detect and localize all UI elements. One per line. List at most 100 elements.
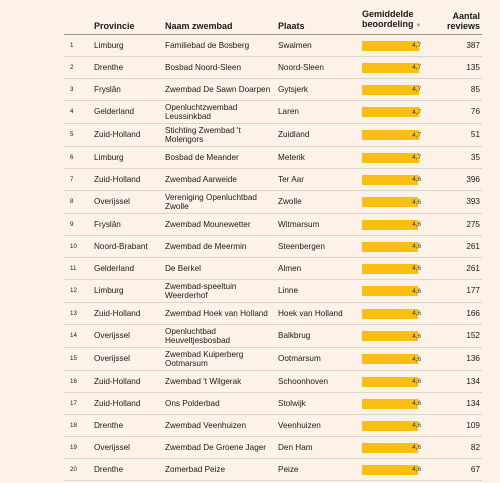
provincie-cell: Drenthe xyxy=(94,458,165,481)
provincie-cell: Limburg xyxy=(94,146,165,169)
score-cell: 4,6 xyxy=(362,436,435,459)
score-bar-track: 4,7 xyxy=(362,62,423,73)
header-reviews[interactable]: Aantal reviews xyxy=(435,0,482,35)
naam-cell: Zwembad-speeltuin Weerderhof xyxy=(165,279,278,303)
naam-cell: Zwembad Hoek van Holland xyxy=(165,302,278,325)
provincie-cell: Overijssel xyxy=(94,347,165,371)
score-label: 4,7 xyxy=(412,42,421,49)
score-label: 4,7 xyxy=(412,131,421,139)
score-label: 4,6 xyxy=(412,466,421,473)
table-row: 10 Noord-Brabant Zwembad de Meermin Steenbe… xyxy=(64,235,482,258)
score-cell: 4,6 xyxy=(362,257,435,280)
provincie-cell: Zuid-Holland xyxy=(94,302,165,325)
table-body: 1 Limburg Familiebad de Bosberg Swalmen 4,7 3… xyxy=(64,34,482,481)
score-bar-track: 4,7 xyxy=(362,40,423,51)
reviews-cell: 67 xyxy=(435,458,482,481)
score-label: 4,7 xyxy=(412,86,421,93)
score-bar-track: 4,6 xyxy=(362,354,423,364)
plaats-cell: Schoonhoven xyxy=(278,370,362,393)
rank-cell: 14 xyxy=(64,324,94,348)
table-row: 3 Fryslân Zwembad De Sawn Doarpen Gytsjerk 4… xyxy=(64,78,482,101)
score-bar xyxy=(362,376,419,387)
rank-cell: 7 xyxy=(64,168,94,191)
rank-cell: 1 xyxy=(64,34,94,57)
header-reviews-line2: reviews xyxy=(446,21,480,31)
plaats-cell: Stolwijk xyxy=(278,392,362,415)
score-cell: 4,6 xyxy=(362,235,435,258)
naam-cell: Stichting Zwembad 't Molengors xyxy=(165,123,278,147)
plaats-cell: Hoek van Holland xyxy=(278,302,362,325)
score-cell: 4,6 xyxy=(362,213,435,236)
plaats-cell: Meterik xyxy=(278,146,362,169)
header-plaats[interactable]: Plaats xyxy=(278,0,362,35)
score-cell: 4,7 xyxy=(362,100,435,124)
rank-cell: 17 xyxy=(64,392,94,415)
rank-cell: 16 xyxy=(64,370,94,393)
table-row: 12 Limburg Zwembad-speeltuin Weerderhof Lin… xyxy=(64,279,482,303)
provincie-cell: Overijssel xyxy=(94,190,165,214)
score-cell: 4,7 xyxy=(362,56,435,79)
triangle-down-icon[interactable]: ▼ xyxy=(415,23,422,29)
header-naam[interactable]: Naam zwembad xyxy=(165,0,278,35)
score-bar-track: 4,6 xyxy=(362,442,423,453)
rank-cell: 15 xyxy=(64,347,94,371)
plaats-cell: Steenbergen xyxy=(278,235,362,258)
plaats-cell: Veenhuizen xyxy=(278,414,362,437)
provincie-cell: Zuid-Holland xyxy=(94,370,165,393)
reviews-cell: 135 xyxy=(435,56,482,79)
table-row: 5 Zuid-Holland Stichting Zwembad 't Moleng… xyxy=(64,123,482,147)
header-provincie[interactable]: Provincie xyxy=(94,0,165,35)
score-bar xyxy=(362,174,419,185)
reviews-cell: 51 xyxy=(435,123,482,147)
provincie-cell: Noord-Brabant xyxy=(94,235,165,258)
score-label: 4,6 xyxy=(412,444,421,451)
table-row: 1 Limburg Familiebad de Bosberg Swalmen 4,7 3… xyxy=(64,34,482,57)
score-label: 4,7 xyxy=(412,64,421,71)
rank-cell: 8 xyxy=(64,190,94,214)
score-bar xyxy=(362,40,420,51)
table-row: 15 Overijssel Zwembad Kuiperberg Ootmarsum… xyxy=(64,347,482,371)
table-row: 8 Overijssel Vereniging Openluchtbad Zwoll… xyxy=(64,190,482,214)
rank-cell: 6 xyxy=(64,146,94,169)
score-bar-track: 4,7 xyxy=(362,130,423,140)
score-label: 4,6 xyxy=(412,332,421,340)
score-label: 4,6 xyxy=(412,355,421,363)
reviews-cell: 275 xyxy=(435,213,482,236)
table-row: 4 Gelderland Openluchtzwembad Leussinkbad L… xyxy=(64,100,482,124)
reviews-cell: 35 xyxy=(435,146,482,169)
naam-cell: Zwembad De Groene Jager xyxy=(165,436,278,459)
header-score-line2: beoordeling xyxy=(362,19,414,29)
score-label: 4,6 xyxy=(412,198,421,206)
plaats-cell: Almen xyxy=(278,257,362,280)
score-bar-track: 4,6 xyxy=(362,376,423,387)
plaats-cell: Laren xyxy=(278,100,362,124)
score-bar xyxy=(362,354,419,364)
plaats-cell: Witmarsum xyxy=(278,213,362,236)
naam-cell: Zwembad de Meermin xyxy=(165,235,278,258)
plaats-cell: Peize xyxy=(278,458,362,481)
score-cell: 4,7 xyxy=(362,146,435,169)
table-row: 18 Drenthe Zwembad Veenhuizen Veenhuizen 4,6… xyxy=(64,414,482,437)
score-cell: 4,7 xyxy=(362,78,435,101)
rank-cell: 2 xyxy=(64,56,94,79)
score-label: 4,6 xyxy=(412,265,421,272)
header-score[interactable]: Gemiddelde beoordeling ▼ xyxy=(362,0,435,35)
provincie-cell: Limburg xyxy=(94,34,165,57)
rank-cell: 11 xyxy=(64,257,94,280)
table-row: 17 Zuid-Holland Ons Polderbad Stolwijk 4,6 13… xyxy=(64,392,482,415)
naam-cell: Openluchtzwembad Leussinkbad xyxy=(165,100,278,124)
score-bar xyxy=(362,197,419,207)
naam-cell: Zomerbad Peize xyxy=(165,458,278,481)
plaats-cell: Ter Aar xyxy=(278,168,362,191)
provincie-cell: Fryslân xyxy=(94,213,165,236)
reviews-cell: 261 xyxy=(435,235,482,258)
table-header: Provincie Naam zwembad Plaats Gemiddelde… xyxy=(64,0,482,35)
score-cell: 4,7 xyxy=(362,34,435,57)
table-row: 2 Drenthe Bosbad Noord-Sleen Noord-Sleen 4,7… xyxy=(64,56,482,79)
score-bar-track: 4,7 xyxy=(362,84,423,95)
score-bar xyxy=(362,107,420,117)
header-reviews-line1: Aantal xyxy=(452,11,480,21)
score-label: 4,7 xyxy=(412,108,421,116)
score-cell: 4,6 xyxy=(362,168,435,191)
